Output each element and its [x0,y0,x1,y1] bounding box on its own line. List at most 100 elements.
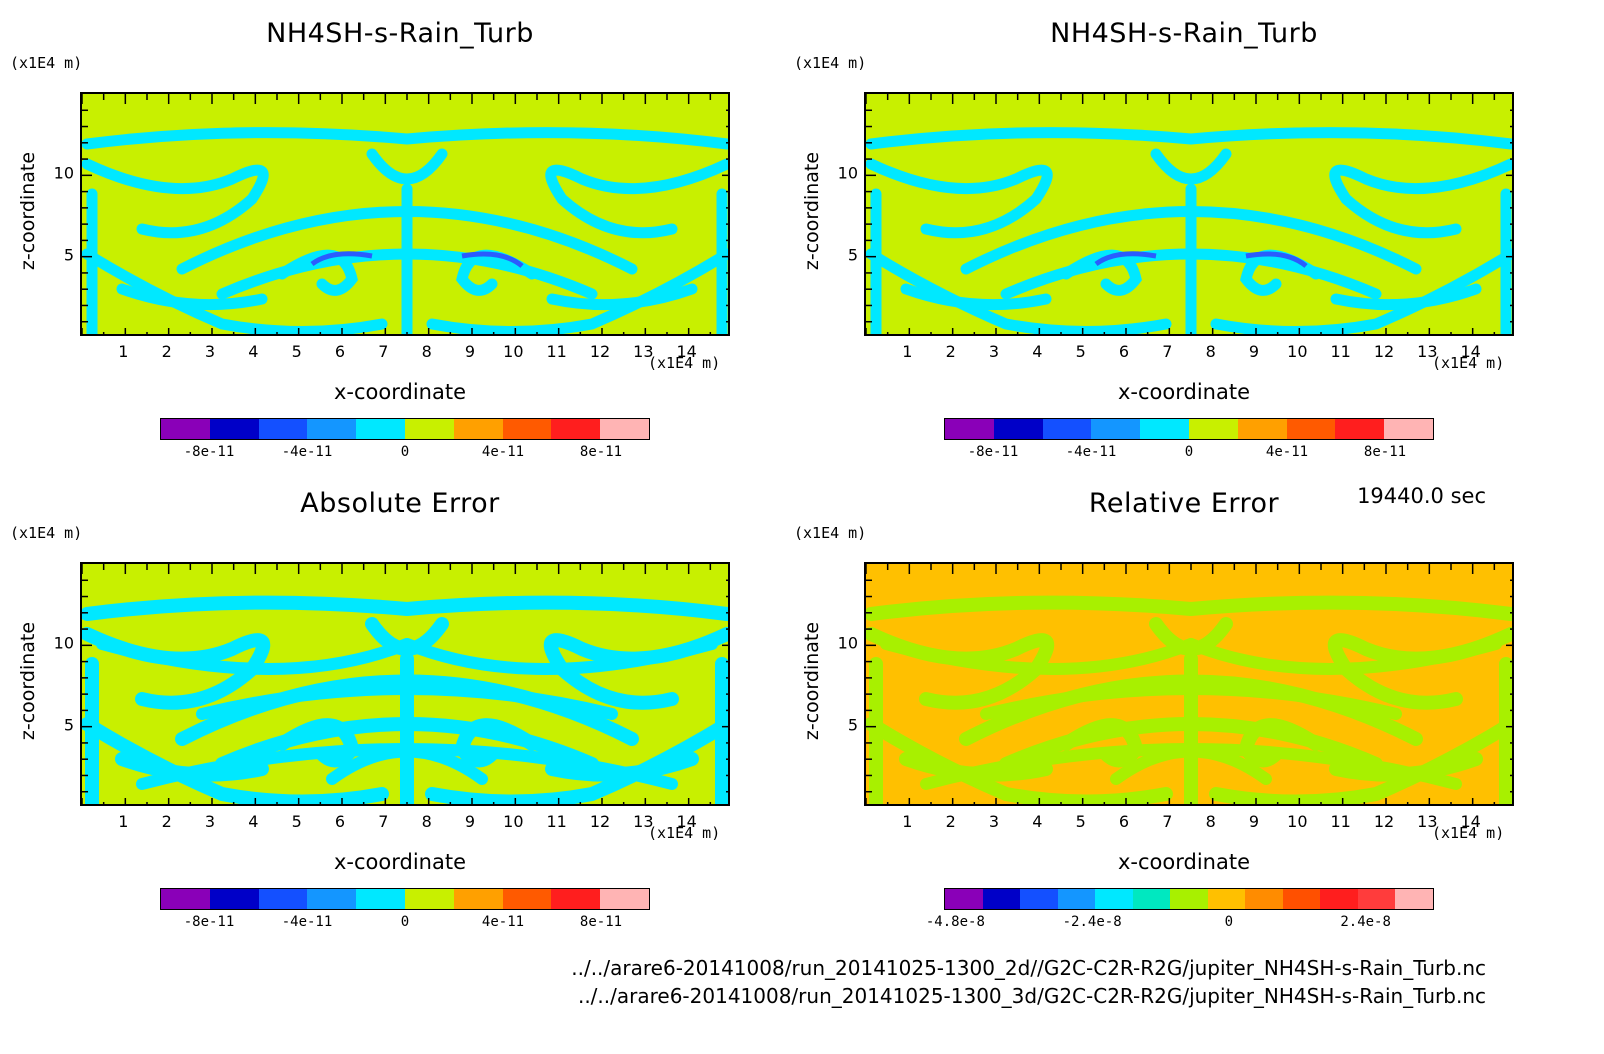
tick-marks [866,94,1512,334]
x-tick-label: 4 [1032,812,1043,831]
y-tick-labels: 5 10 [40,562,74,806]
chart-title: NH4SH-s-Rain_Turb [1050,18,1318,49]
colorbar-tick-label: 4e-11 [1265,444,1309,460]
x-tick-label: 12 [1373,342,1395,361]
x-tick-label: 7 [1162,342,1173,361]
y-tick-labels: 5 10 [824,92,858,336]
colorbar-swatch [404,419,454,439]
colorbar [160,888,650,910]
x-tick-label: 8 [421,812,432,831]
x-tick-label: 1 [902,342,913,361]
time-label: 19440.0 sec [1357,484,1486,508]
x-tick-label: 9 [464,342,476,361]
y-tick-label: 10 [53,163,74,183]
x-tick-label: 14 [676,812,697,831]
x-tick-label: 10 [503,812,524,831]
colorbar-swatch [1042,419,1092,439]
chart-title: Absolute Error [300,488,500,519]
panel-top-right: NH4SH-s-Rain_Turb (x1E4 m) (x1E4 m) z-coord… [784,0,1584,480]
x-tick-label: 9 [1248,812,1260,831]
colorbar-swatch [356,419,405,439]
x-tick-label: 5 [1075,342,1086,361]
z-unit-label: (x1E4 m) [794,54,867,72]
field-pattern [866,595,1512,804]
colorbar-swatch [1282,889,1321,909]
tick-marks [82,94,728,334]
x-axis-label: x-coordinate [1117,380,1250,404]
x-tick-label: 13 [633,812,654,831]
y-axis-label: z-coordinate [17,621,39,741]
x-tick-label: 3 [204,812,216,831]
y-axis-label: z-coordinate [801,151,823,271]
file-path-3d: ../../arare6-20141008/run_20141025-1300_… [577,984,1486,1008]
colorbar-swatch [1091,419,1141,439]
colorbar-tick-label: -4e-11 [281,444,333,460]
tick-marks [82,564,728,804]
colorbar-swatch [551,419,601,439]
x-unit-label: (x1E4 m) [648,354,721,372]
x-tick-label: 13 [633,342,654,361]
x-tick-labels: 1 2 3 4 5 6 7 8 9 10 11 12 13 14 [864,342,1514,362]
z-unit-label: (x1E4 m) [794,524,867,542]
x-tick-label: 4 [248,812,259,831]
colorbar [160,418,650,440]
colorbar-swatch [307,419,357,439]
x-tick-label: 11 [546,812,567,831]
colorbar-swatch [307,889,357,909]
colorbar-swatch [356,889,405,909]
x-tick-label: 7 [1162,812,1173,831]
colorbar-swatch [1245,889,1283,909]
colorbar-tick-label: -4e-11 [281,914,333,930]
colorbar-tick-labels: -8e-11 -4e-11 0 4e-11 8e-11 [944,444,1434,464]
x-tick-label: 10 [1287,342,1308,361]
colorbar-tick-label: 0 [400,914,410,930]
y-axis-label: z-coordinate [17,151,39,271]
colorbar-swatch [502,419,552,439]
x-tick-labels: 1 2 3 4 5 6 7 8 9 10 11 12 13 14 [80,342,730,362]
colorbar-swatch [1384,419,1433,439]
colorbar-tick-label: -8e-11 [183,444,235,460]
colorbar-tick-label: -4.8e-8 [925,914,985,930]
x-tick-labels: 1 2 3 4 5 6 7 8 9 10 11 12 13 14 [864,812,1514,832]
x-tick-label: 13 [1417,812,1438,831]
colorbar-swatch [1132,889,1171,909]
colorbar-swatch [1057,889,1096,909]
y-tick-label: 5 [847,245,858,265]
colorbar-swatch [453,889,503,909]
x-unit-label: (x1E4 m) [1432,354,1505,372]
tick-marks [866,564,1512,804]
file-paths: ../../arare6-20141008/run_20141025-1300_… [571,954,1486,1010]
colorbar-tick-label: 4e-11 [481,444,525,460]
y-tick-label: 10 [837,633,858,653]
x-unit-label: (x1E4 m) [648,824,721,842]
x-tick-label: 2 [945,342,956,361]
x-tick-label: 6 [1118,342,1130,361]
x-tick-label: 5 [1075,812,1086,831]
panel-top-left: NH4SH-s-Rain_Turb (x1E4 m) (x1E4 m) z-coord… [0,0,800,480]
colorbar-swatch [551,889,601,909]
x-tick-label: 14 [1460,342,1481,361]
colorbar [944,888,1434,910]
colorbar-swatch [945,419,994,439]
x-tick-label: 11 [1330,342,1351,361]
colorbar-swatch [209,419,259,439]
x-tick-labels: 1 2 3 4 5 6 7 8 9 10 11 12 13 14 [80,812,730,832]
colorbar-tick-labels: -8e-11 -4e-11 0 4e-11 8e-11 [160,914,650,934]
colorbar-swatch [1188,419,1238,439]
colorbar-swatch [1357,889,1396,909]
field-blue-streaks [1094,251,1308,268]
field-blue-streaks [310,251,524,268]
colorbar-swatch [1335,419,1385,439]
x-tick-label: 14 [676,342,697,361]
colorbar-swatch [600,419,649,439]
file-path-2d: ../../arare6-20141008/run_20141025-1300_… [571,956,1486,980]
colorbar-tick-labels: -4.8e-8 -2.4e-8 0 2.4e-8 [926,914,1434,934]
colorbar-tick-label: 0 [400,444,410,460]
heatmap-field [866,94,1512,334]
y-tick-label: 5 [63,245,74,265]
colorbar-swatch [258,889,308,909]
z-unit-label: (x1E4 m) [10,524,83,542]
x-tick-label: 1 [118,812,129,831]
y-axis-label: z-coordinate [801,621,823,741]
colorbar-swatch [161,419,210,439]
